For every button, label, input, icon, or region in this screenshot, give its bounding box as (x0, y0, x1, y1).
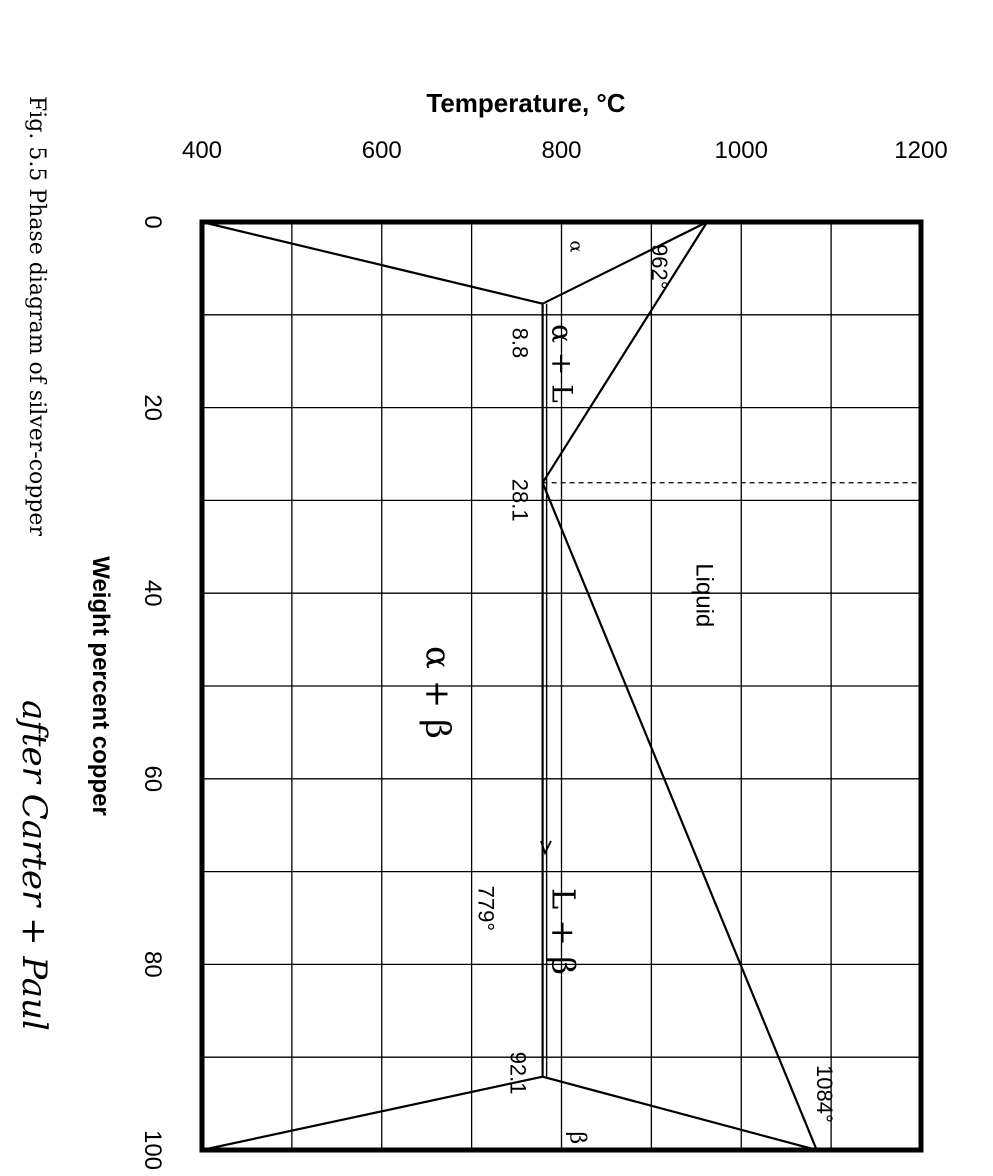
x-tick-label: 80 (139, 951, 166, 978)
y-tick-label: 1200 (894, 137, 947, 164)
phase-boundary-2 (201, 220, 543, 305)
x-axis-label: Weight percent copper (87, 556, 114, 816)
annotation-label: 962° (647, 244, 672, 290)
eutectic-arrow-icon (540, 840, 552, 856)
region-label: β (564, 1131, 589, 1144)
x-tick-label: 20 (139, 394, 166, 421)
region-label: α + β (418, 646, 458, 739)
y-tick-labels: 400 600 800 1000 1200 (182, 137, 948, 164)
x-tick-label: 100 (139, 1130, 166, 1170)
y-tick-label: 1000 (715, 137, 768, 164)
region-label: α (565, 241, 586, 253)
annotation-label: 1084° (812, 1065, 837, 1123)
plot-frame (199, 219, 924, 1153)
handwritten-note: after Carter + Paul (14, 700, 54, 1031)
phase-boundary-3 (201, 1075, 543, 1152)
grid (202, 222, 921, 1150)
x-tick-label: 60 (139, 765, 166, 792)
x-tick-label: 40 (139, 580, 166, 607)
phase-boundaries (201, 220, 818, 1152)
x-tick-label: 0 (139, 215, 166, 228)
region-label: Liquid (690, 563, 717, 627)
y-tick-label: 600 (362, 137, 402, 164)
annotation-label: 779° (474, 886, 499, 932)
phase-boundary-1 (541, 221, 818, 1151)
region-label: L + β (545, 888, 583, 975)
annotation-label: 28.1 (508, 479, 533, 522)
region-labels: Liquid α α + L α + β L + β β (418, 241, 718, 1145)
y-tick-label: 400 (182, 137, 222, 164)
y-tick-label: 800 (541, 137, 581, 164)
figure-caption: Fig. 5.5 Phase diagram of silver-copper (24, 96, 49, 536)
y-axis-label: Temperature, °C (426, 88, 625, 118)
x-tick-labels: 0 20 40 60 80 100 (139, 215, 166, 1170)
annotations: 962° 8.8 28.1 779° 92.1 1084° (474, 244, 837, 1123)
annotation-label: 8.8 (508, 328, 533, 359)
region-label: α + L (546, 324, 579, 403)
annotation-label: 92.1 (506, 1052, 531, 1095)
rotated-chart-group: 0 20 40 60 80 100 400 600 800 1000 1200 Weight pe… (14, 96, 948, 1170)
